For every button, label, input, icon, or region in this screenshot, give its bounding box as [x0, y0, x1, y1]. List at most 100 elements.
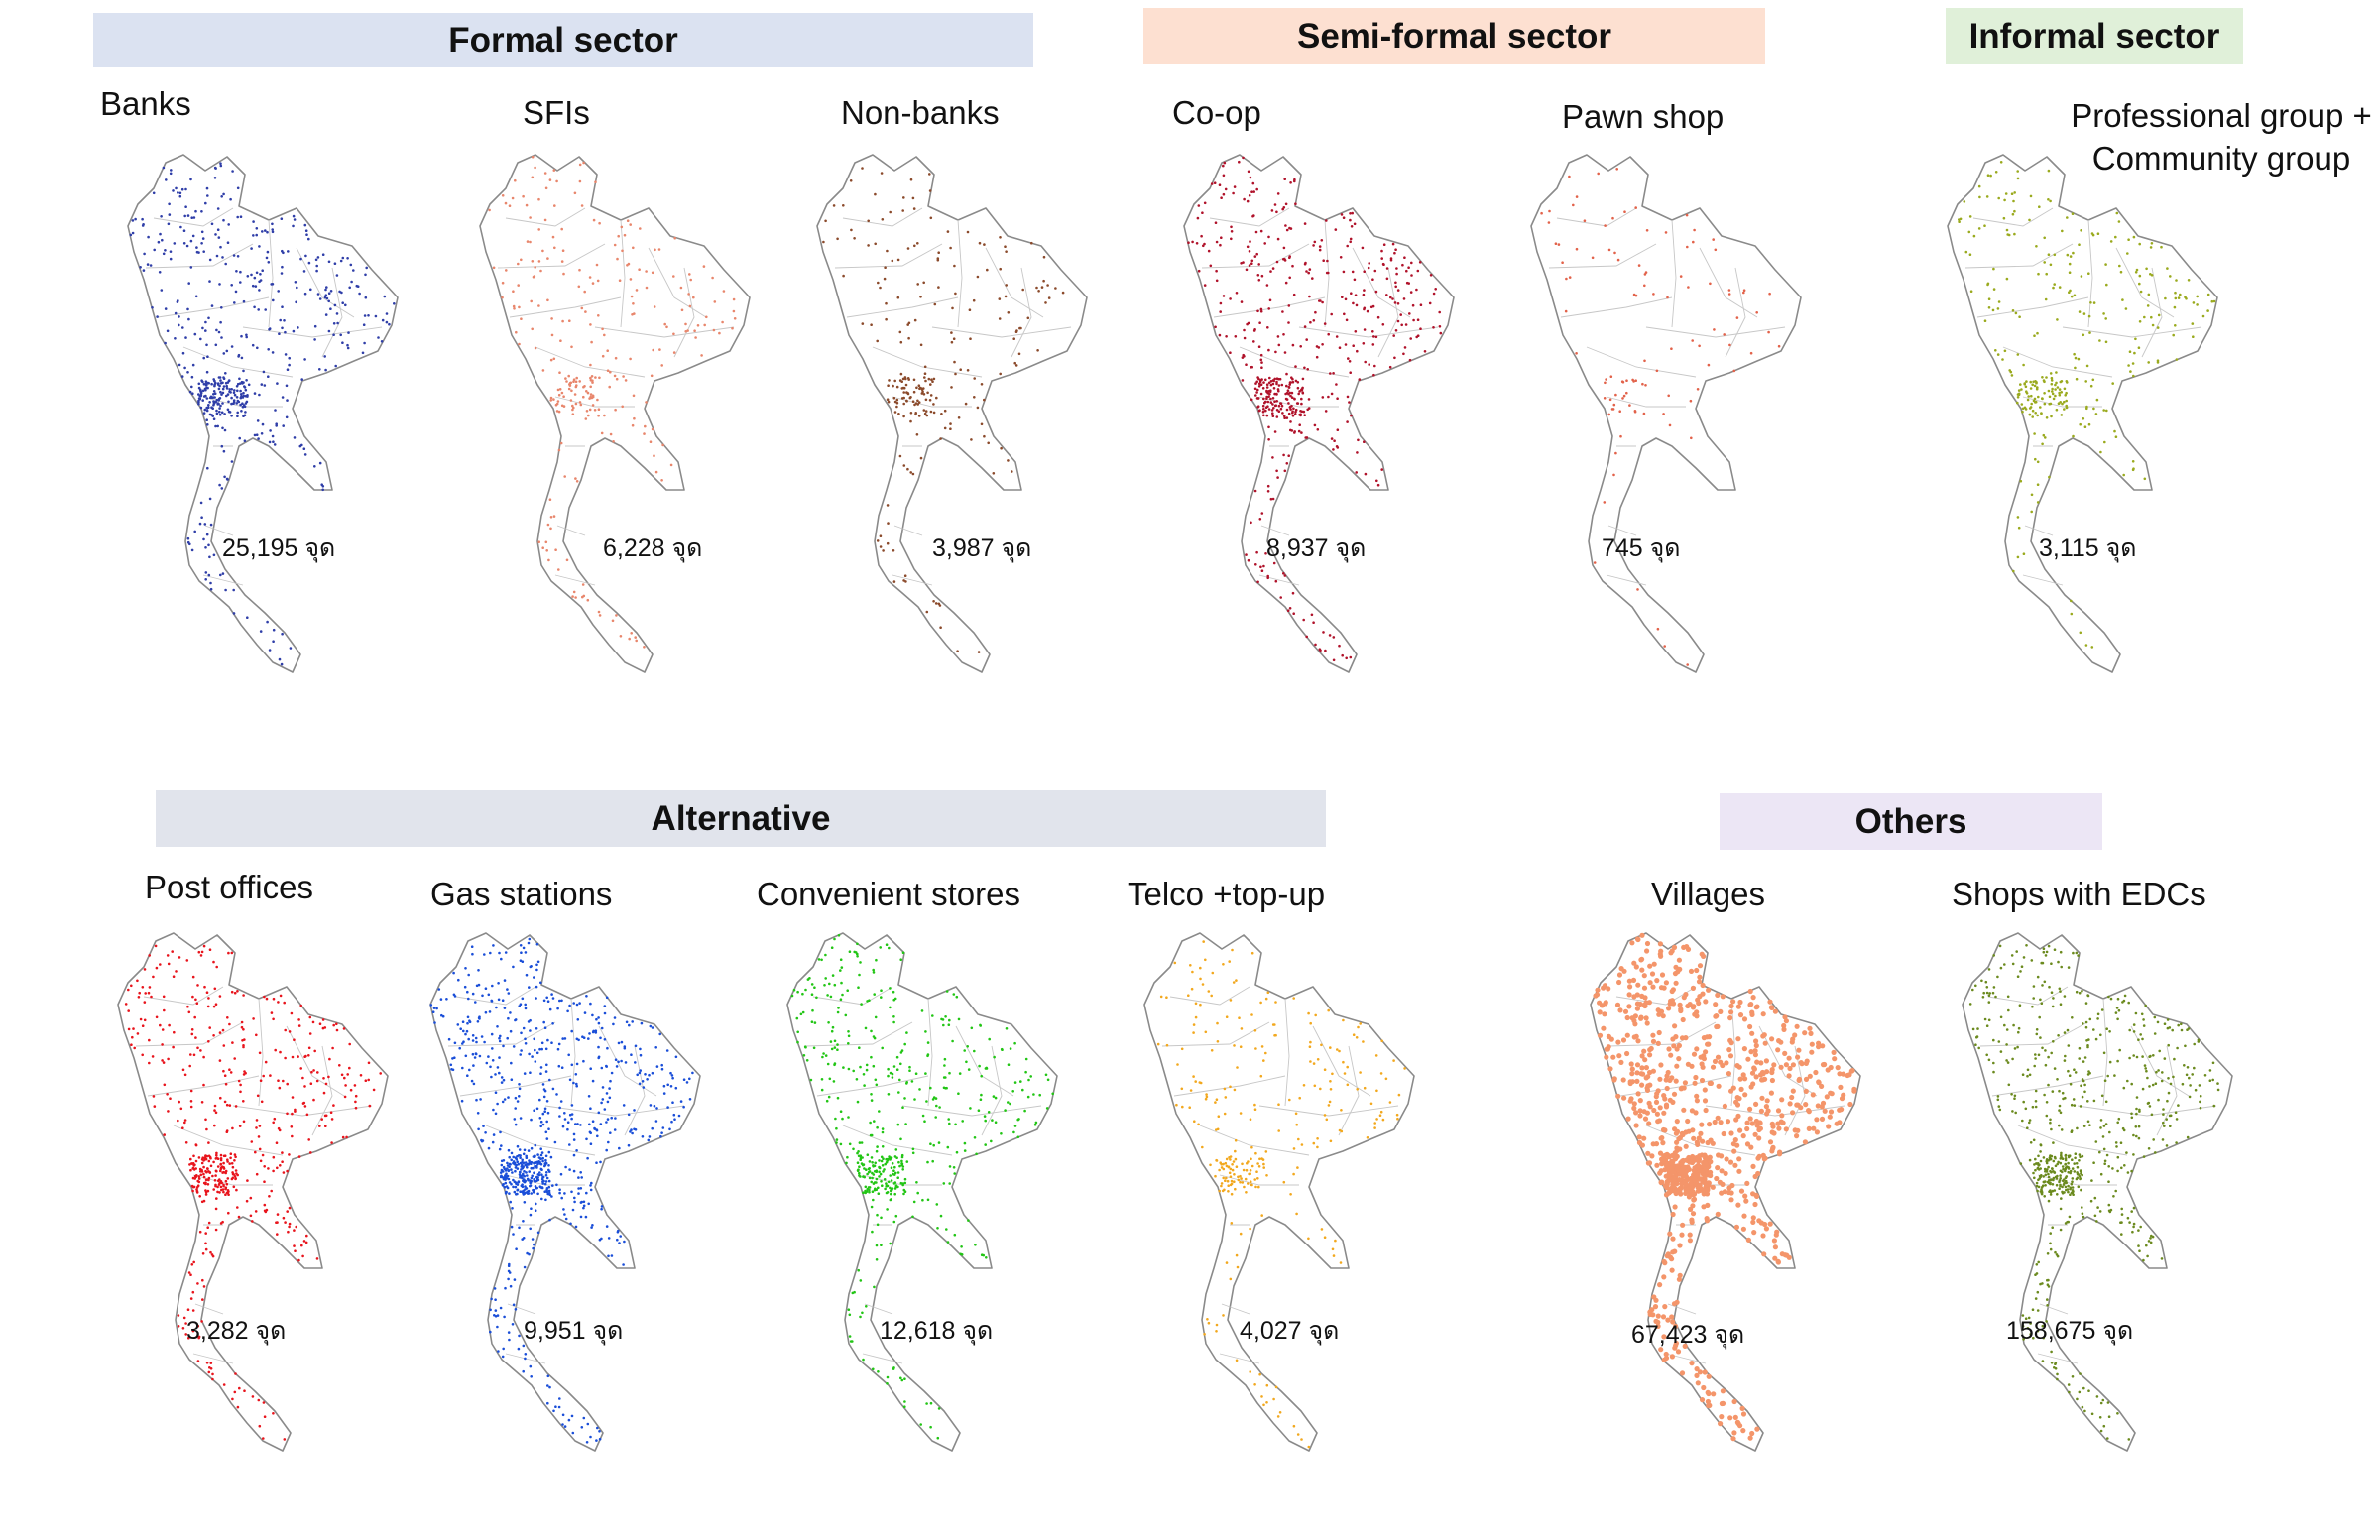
location-dot	[590, 375, 594, 378]
location-dot	[925, 610, 929, 614]
location-dot	[518, 1005, 521, 1007]
location-dot	[561, 1423, 564, 1426]
location-dot	[164, 307, 168, 310]
location-dot	[1273, 400, 1276, 403]
location-dot	[1180, 1087, 1184, 1091]
location-dot	[1967, 230, 1971, 234]
location-dot	[476, 1020, 480, 1023]
location-dot	[557, 448, 561, 452]
location-dot	[2084, 644, 2088, 647]
location-dot	[1239, 1180, 1242, 1184]
location-dot	[220, 336, 223, 339]
location-dot	[598, 1430, 601, 1433]
location-dot	[1298, 1096, 1301, 1100]
province-border	[544, 1105, 685, 1117]
location-dot	[203, 1156, 207, 1160]
location-dot	[1740, 1428, 1746, 1434]
location-dot	[1266, 991, 1270, 995]
province-border	[864, 1303, 893, 1315]
location-dot	[1294, 1112, 1298, 1116]
location-dot	[1820, 1043, 1826, 1049]
location-dot	[173, 242, 177, 245]
location-dot	[1024, 1070, 1027, 1074]
map-gas	[429, 932, 701, 1452]
location-dot	[600, 1066, 604, 1070]
location-dot	[2157, 313, 2161, 317]
location-dot	[223, 475, 226, 479]
location-dot	[168, 213, 172, 216]
location-dot	[270, 1189, 273, 1193]
location-dot	[1299, 413, 1302, 416]
location-dot	[574, 1225, 578, 1229]
location-dot	[1272, 1397, 1275, 1401]
location-dot	[213, 1104, 217, 1108]
location-dot	[201, 1156, 204, 1159]
location-dot	[1575, 247, 1579, 251]
location-dot	[2017, 393, 2021, 397]
location-dot	[912, 207, 916, 210]
location-dot	[579, 1215, 583, 1219]
location-dot	[164, 341, 167, 345]
location-dot	[828, 1077, 832, 1081]
location-dot	[179, 225, 182, 229]
location-dot	[2054, 388, 2057, 391]
location-points	[1156, 940, 1406, 1449]
location-dot	[994, 1096, 998, 1100]
location-dot	[1330, 392, 1334, 396]
location-dot	[1720, 1388, 1726, 1394]
location-dot	[2075, 377, 2079, 381]
location-dot	[331, 1046, 334, 1050]
location-dot	[985, 1256, 988, 1259]
location-dot	[873, 1036, 877, 1040]
location-dot	[623, 1046, 627, 1050]
location-dot	[547, 1191, 551, 1195]
location-dot	[568, 383, 571, 386]
location-dot	[2206, 309, 2209, 312]
location-dot	[1289, 420, 1292, 423]
location-dot	[1222, 192, 1226, 196]
location-dot	[1636, 1134, 1642, 1140]
location-dot	[1754, 1426, 1760, 1432]
location-dot	[1259, 307, 1263, 311]
location-dot	[1354, 294, 1358, 296]
location-dot	[1230, 237, 1233, 241]
location-dot	[948, 1071, 951, 1075]
location-dot	[857, 1268, 860, 1272]
location-dot	[564, 377, 567, 380]
location-dot	[504, 951, 508, 954]
location-dot	[660, 1131, 663, 1134]
location-dot	[2175, 358, 2179, 361]
location-dot	[1709, 282, 1712, 286]
location-dot	[2105, 409, 2108, 413]
location-dot	[299, 1004, 302, 1007]
location-dot	[233, 1057, 236, 1060]
location-dot	[904, 1123, 907, 1125]
location-dot	[1822, 1108, 1828, 1114]
location-dot	[1375, 1089, 1378, 1093]
location-dot	[354, 1100, 357, 1104]
location-dot	[529, 1213, 533, 1217]
location-dot	[174, 337, 177, 340]
location-dot	[514, 1169, 517, 1173]
location-dot	[222, 1183, 225, 1187]
location-dot	[551, 235, 555, 239]
location-dot	[1286, 609, 1290, 612]
location-dot	[212, 393, 215, 396]
location-dot	[892, 1366, 895, 1369]
location-dot	[603, 1005, 607, 1007]
location-dot	[670, 1120, 673, 1124]
location-dot	[1712, 238, 1715, 241]
location-dot	[147, 235, 150, 239]
location-dot	[294, 281, 298, 284]
location-dot	[1215, 1098, 1219, 1101]
location-dot	[606, 1100, 610, 1104]
province-border	[556, 525, 586, 536]
location-dot	[1271, 415, 1275, 418]
province-border	[1199, 1125, 1310, 1156]
location-dot	[882, 549, 885, 552]
location-dot	[1391, 242, 1395, 246]
location-dot	[259, 1159, 263, 1163]
province-border	[927, 998, 933, 1107]
location-dot	[890, 1166, 893, 1169]
location-dot	[1277, 1103, 1280, 1106]
